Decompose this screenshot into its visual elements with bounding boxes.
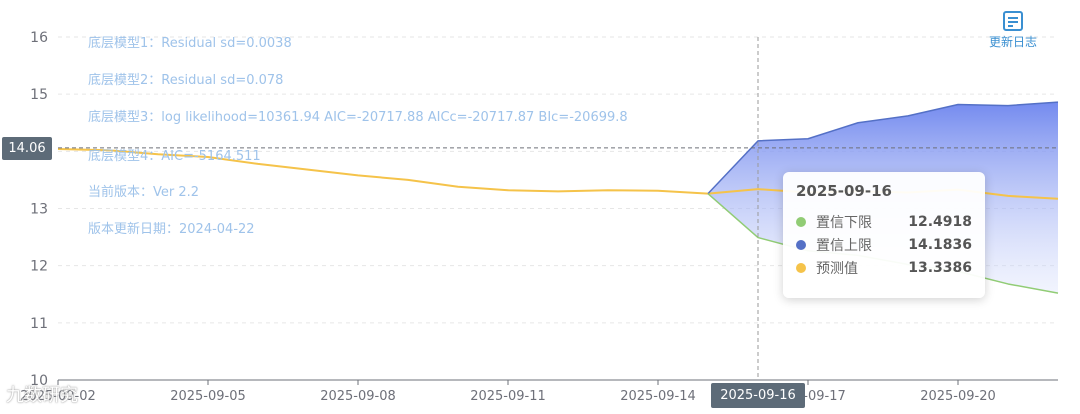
legend-dot-upper (796, 239, 806, 250)
tooltip-value: 14.1836 (908, 236, 972, 253)
x-tick-label: 2025-09-11 (470, 389, 546, 404)
changelog-button[interactable]: 更新日志 (980, 10, 1046, 50)
x-tick-label: 2025-09-08 (320, 389, 396, 404)
tooltip-value: 12.4918 (908, 213, 972, 230)
tooltip-name: 置信上限 (816, 237, 872, 254)
crosshair-x-label: 2025-09-16 (711, 383, 805, 408)
chart-tooltip: 2025-09-16 置信下限 12.4918 置信上限 14.1836 预测值… (783, 172, 985, 298)
y-tick-label: 11 (30, 316, 48, 332)
watermark: 九数研究 (6, 385, 78, 406)
tooltip-name: 置信下限 (816, 214, 872, 231)
tooltip-value: 13.3386 (908, 259, 972, 276)
tooltip-row: 置信下限 12.4918 (796, 210, 972, 233)
model-note: 当前版本：Ver 2.2 (88, 185, 200, 200)
legend-dot-forecast (796, 262, 806, 273)
model-note: 版本更新日期：2024-04-22 (88, 222, 255, 237)
y-tick-label: 12 (30, 259, 48, 275)
y-tick-label: 15 (30, 87, 48, 103)
model-note: 底层模型4：AIC=-5164.511 (88, 149, 261, 164)
series-line-置信上限 (707, 101, 1059, 195)
y-tick-label: 13 (30, 202, 48, 218)
document-icon (1003, 11, 1023, 31)
y-tick-label: 10 (30, 373, 48, 389)
x-tick-label: 2025-09-02 (20, 389, 96, 404)
legend-dot-lower (796, 216, 806, 227)
x-tick-label: 2025-09-14 (620, 389, 696, 404)
crosshair-y-label: 14.06 (2, 137, 52, 160)
x-tick-label: 2025-09-20 (920, 389, 996, 404)
model-note: 底层模型3：log likelihood=10361.94 AIC=-20717… (88, 110, 628, 125)
tooltip-title: 2025-09-16 (796, 182, 892, 200)
model-note: 底层模型2：Residual sd=0.078 (88, 73, 284, 88)
y-tick-label: 16 (30, 30, 48, 46)
model-note: 底层模型1：Residual sd=0.0038 (88, 36, 292, 51)
changelog-label: 更新日志 (988, 35, 1037, 49)
tooltip-name: 预测值 (816, 260, 858, 277)
tooltip-row: 置信上限 14.1836 (796, 233, 972, 256)
tooltip-row: 预测值 13.3386 (796, 256, 972, 279)
x-tick-label: 2025-09-05 (170, 389, 246, 404)
